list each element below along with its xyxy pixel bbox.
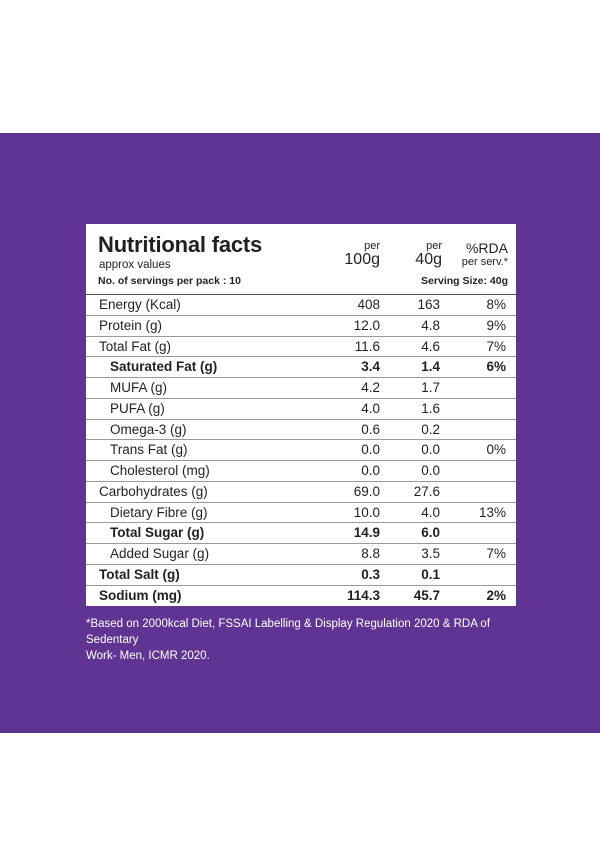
value-per-40g: 0.0 <box>421 463 440 478</box>
row-pufa: PUFA (g) 4.0 1.6 <box>86 397 516 419</box>
row-label: Protein (g) <box>99 317 163 333</box>
value-rda: 2% <box>486 587 506 603</box>
row-saturated-fat: Saturated Fat (g) 3.4 1.4 6% <box>86 356 516 377</box>
value-rda: 0% <box>486 442 506 458</box>
row-carbohydrates: Carbohydrates (g) 69.0 27.6 <box>86 480 516 502</box>
value-rda: 8% <box>486 297 506 312</box>
row-cholesterol: Cholesterol (mg) 0.0 0.0 <box>86 460 516 481</box>
footnote: *Based on 2000kcal Diet, FSSAI Labelling… <box>86 616 526 664</box>
nutrition-header: Nutritional facts approx values per 100g… <box>86 224 516 294</box>
column-header-rda-top: %RDA <box>465 240 508 256</box>
nutrition-facts-panel: Nutritional facts approx values per 100g… <box>86 224 516 606</box>
row-trans-fat: Trans Fat (g) 0.0 0.0 0% <box>86 439 516 460</box>
value-per-40g: 4.8 <box>421 317 440 333</box>
footnote-line-1: *Based on 2000kcal Diet, FSSAI Labelling… <box>86 618 491 646</box>
value-per-100g: 0.6 <box>361 421 380 437</box>
row-label: Cholesterol (mg) <box>110 463 210 478</box>
row-label: Saturated Fat (g) <box>110 359 218 375</box>
column-header-100g: per 100g <box>344 240 380 268</box>
row-dietary-fibre: Dietary Fibre (g) 10.0 4.0 13% <box>86 501 516 523</box>
value-per-100g: 3.4 <box>361 359 380 375</box>
row-total-fat: Total Fat (g) 11.6 4.6 7% <box>86 335 516 357</box>
footnote-line-2: Work- Men, ICMR 2020. <box>86 650 210 662</box>
value-per-100g: 0.3 <box>361 566 380 582</box>
row-sodium: Sodium (mg) 114.3 45.7 2% <box>86 584 516 606</box>
nutrition-title: Nutritional facts <box>98 232 263 257</box>
value-per-40g: 6.0 <box>421 525 440 541</box>
value-per-100g: 8.8 <box>361 546 380 561</box>
row-label: Trans Fat (g) <box>110 442 188 458</box>
row-total-sugar: Total Sugar (g) 14.9 6.0 <box>86 522 516 543</box>
value-per-40g: 163 <box>417 297 440 312</box>
row-label: Total Salt (g) <box>99 566 180 582</box>
row-label: Dietary Fibre (g) <box>110 504 208 520</box>
row-label: Omega-3 (g) <box>110 421 187 437</box>
row-label: Total Fat (g) <box>99 338 172 354</box>
row-label: Carbohydrates (g) <box>99 483 208 499</box>
column-header-rda-bottom: per serv.* <box>461 256 508 268</box>
value-per-40g: 0.1 <box>421 566 440 582</box>
serving-size: Serving Size: 40g <box>421 275 508 287</box>
servings-per-pack: No. of servings per pack : 10 <box>98 275 241 287</box>
value-per-40g: 3.5 <box>421 546 440 561</box>
value-per-40g: 45.7 <box>413 587 440 603</box>
column-header-40g-bottom: 40g <box>415 251 442 268</box>
value-per-40g: 0.0 <box>421 442 440 458</box>
column-header-40g-top: per <box>426 240 442 252</box>
value-per-40g: 4.6 <box>421 338 440 354</box>
row-omega-3: Omega-3 (g) 0.6 0.2 <box>86 418 516 440</box>
value-per-100g: 11.6 <box>354 338 380 354</box>
value-per-40g: 4.0 <box>421 504 440 520</box>
value-per-100g: 69.0 <box>353 483 380 499</box>
row-total-salt: Total Salt (g) 0.3 0.1 <box>86 563 516 585</box>
value-rda: 7% <box>486 338 506 354</box>
value-per-100g: 10.0 <box>353 504 380 520</box>
column-header-40g: per 40g <box>415 240 442 268</box>
column-header-rda: %RDA per serv.* <box>462 240 508 268</box>
column-header-100g-top: per <box>364 240 380 252</box>
row-added-sugar: Added Sugar (g) 8.8 3.5 7% <box>86 543 516 564</box>
row-label: Sodium (mg) <box>99 587 182 603</box>
value-per-40g: 1.4 <box>421 359 440 375</box>
row-mufa: MUFA (g) 4.2 1.7 <box>86 377 516 398</box>
value-per-40g: 27.6 <box>413 483 440 499</box>
value-per-100g: 114.3 <box>346 587 380 603</box>
value-per-40g: 1.7 <box>421 380 440 395</box>
value-per-100g: 12.0 <box>353 317 380 333</box>
value-per-100g: 0.0 <box>361 442 380 458</box>
column-header-100g-bottom: 100g <box>344 251 380 268</box>
row-label: PUFA (g) <box>110 400 165 416</box>
row-label: MUFA (g) <box>110 380 168 395</box>
value-rda: 7% <box>486 546 506 561</box>
row-protein: Protein (g) 12.0 4.8 9% <box>86 314 516 336</box>
value-rda: 9% <box>486 317 506 333</box>
row-energy: Energy (Kcal) 408 163 8% <box>86 294 516 315</box>
value-rda: 6% <box>486 359 506 375</box>
value-per-100g: 4.0 <box>361 400 380 416</box>
value-rda: 13% <box>478 504 506 520</box>
value-per-100g: 408 <box>357 297 380 312</box>
approx-values-note: approx values <box>99 259 171 271</box>
value-per-40g: 1.6 <box>421 400 440 416</box>
value-per-100g: 0.0 <box>361 463 380 478</box>
value-per-40g: 0.2 <box>421 421 440 437</box>
row-label: Total Sugar (g) <box>110 525 205 541</box>
nutrition-table: Energy (Kcal) 408 163 8% Protein (g) 12.… <box>86 294 516 605</box>
value-per-100g: 14.9 <box>353 525 380 541</box>
row-label: Added Sugar (g) <box>110 546 210 561</box>
value-per-100g: 4.2 <box>361 380 380 395</box>
row-label: Energy (Kcal) <box>99 297 181 312</box>
